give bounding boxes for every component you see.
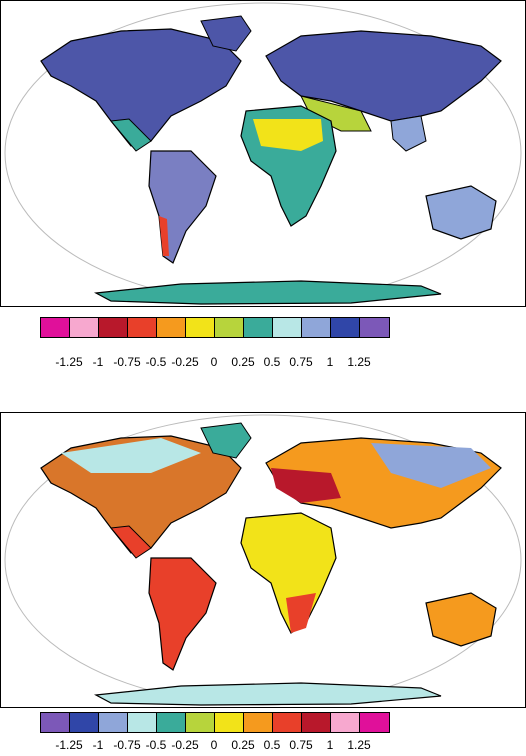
colorbar-tick-label: 0.5 bbox=[263, 355, 281, 369]
colorbar-swatch bbox=[99, 318, 128, 337]
colorbar-swatch bbox=[186, 318, 215, 337]
colorbar-swatch bbox=[215, 713, 244, 732]
colorbar-bottom bbox=[40, 712, 390, 733]
region-north-america bbox=[40, 28, 242, 147]
colorbar-swatch bbox=[70, 713, 99, 732]
region-antarctica bbox=[93, 682, 442, 706]
colorbar-swatch bbox=[157, 318, 186, 337]
colorbar-swatch bbox=[128, 318, 157, 337]
region-greenland bbox=[200, 422, 252, 459]
colorbar-tick-label: -1.25 bbox=[55, 355, 83, 369]
colorbar-swatch bbox=[360, 318, 389, 337]
region-sahara bbox=[253, 119, 323, 151]
colorbar-swatch bbox=[360, 713, 389, 732]
colorbar-tick-label: 0 bbox=[210, 738, 218, 752]
map-panel-bottom bbox=[0, 412, 526, 708]
region-southern-africa bbox=[286, 593, 316, 633]
region-australia bbox=[425, 185, 497, 240]
colorbar-swatch bbox=[244, 318, 273, 337]
colorbar-tick-label: -1.25 bbox=[55, 738, 83, 752]
colorbar-swatch bbox=[186, 713, 215, 732]
colorbar-ticks-top: -1.25 -1 -0.75 -0.5 -0.25 0 0.25 0.5 0.75 1 1.25 bbox=[0, 355, 526, 373]
colorbar-tick-label: 1 bbox=[326, 355, 334, 369]
colorbar-swatch bbox=[41, 318, 70, 337]
region-eurasia bbox=[265, 30, 502, 122]
colorbar-swatch bbox=[128, 713, 157, 732]
colorbar-tick-label: -0.5 bbox=[145, 355, 167, 369]
colorbar-tick-label: 1.25 bbox=[347, 355, 371, 369]
region-south-asia bbox=[390, 115, 427, 152]
colorbar-tick-label: 0.25 bbox=[231, 738, 255, 752]
colorbar-tick-label: -0.5 bbox=[145, 738, 167, 752]
region-siberia bbox=[371, 443, 491, 488]
region-mediterranean bbox=[271, 468, 341, 503]
colorbar-tick-label: 1.25 bbox=[347, 738, 371, 752]
colorbar-tick-label: 0 bbox=[210, 355, 218, 369]
colorbar-tick-label: -1 bbox=[92, 738, 104, 752]
colorbar-tick-label: -0.25 bbox=[171, 355, 199, 369]
colorbar-swatch bbox=[331, 318, 360, 337]
colorbar-tick-label: -0.25 bbox=[171, 738, 199, 752]
colorbar-swatch bbox=[70, 318, 99, 337]
colorbar-top bbox=[40, 317, 390, 338]
colorbar-swatch bbox=[41, 713, 70, 732]
world-map-top bbox=[4, 2, 522, 305]
colorbar-tick-label: 1 bbox=[326, 738, 334, 752]
colorbar-tick-label: -1 bbox=[92, 355, 104, 369]
colorbar-swatch bbox=[331, 713, 360, 732]
colorbar-swatch bbox=[302, 713, 331, 732]
region-central-america bbox=[110, 118, 152, 152]
region-south-america bbox=[148, 557, 217, 671]
colorbar-tick-label: 0.75 bbox=[289, 355, 313, 369]
map-panel-top bbox=[0, 0, 526, 307]
colorbar-ticks-bottom: -1.25 -1 -0.75 -0.5 -0.25 0 0.25 0.5 0.75 1 1.25 bbox=[0, 738, 526, 756]
colorbar-swatch bbox=[244, 713, 273, 732]
region-andes-highlight bbox=[159, 216, 169, 256]
colorbar-tick-label: 0.25 bbox=[231, 355, 255, 369]
colorbar-swatch bbox=[273, 713, 302, 732]
world-map-bottom bbox=[4, 414, 522, 706]
region-central-america bbox=[110, 525, 152, 559]
region-arctic-north-america bbox=[61, 438, 201, 473]
region-greenland bbox=[200, 15, 252, 52]
region-australia bbox=[425, 592, 497, 647]
colorbar-tick-label: 0.75 bbox=[289, 738, 313, 752]
colorbar-swatch bbox=[273, 318, 302, 337]
colorbar-tick-label: -0.75 bbox=[113, 355, 141, 369]
colorbar-swatch bbox=[215, 318, 244, 337]
colorbar-swatch bbox=[157, 713, 186, 732]
colorbar-tick-label: -0.75 bbox=[113, 738, 141, 752]
colorbar-swatch bbox=[302, 318, 331, 337]
colorbar-swatch bbox=[99, 713, 128, 732]
colorbar-tick-label: 0.5 bbox=[263, 738, 281, 752]
region-antarctica bbox=[93, 280, 442, 305]
